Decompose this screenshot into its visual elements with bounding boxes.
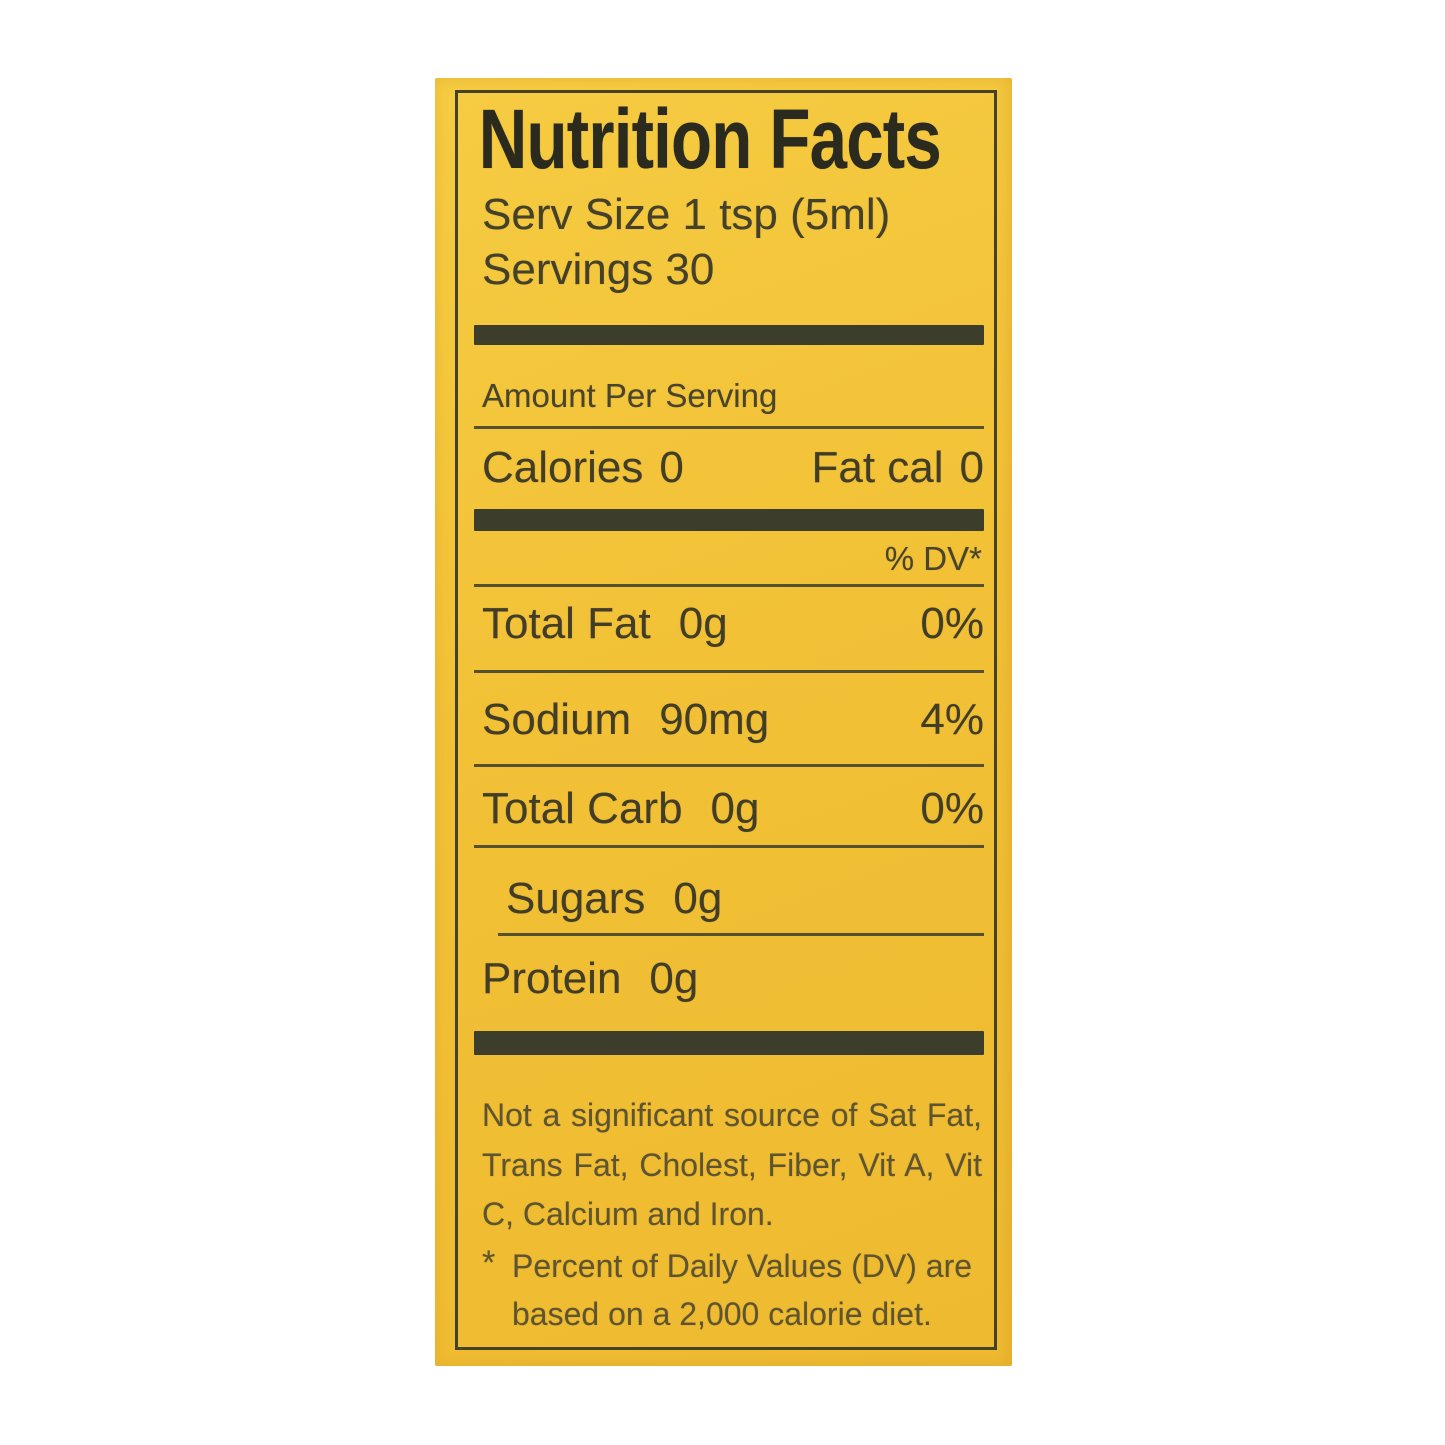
calories-label: Calories	[482, 443, 644, 493]
nutrient-daily-value: 0%	[920, 599, 984, 649]
divider-line	[474, 763, 984, 767]
nutrient-name: Total Carb	[482, 783, 683, 833]
divider-line-indented	[498, 933, 984, 937]
fat-calories-value: 0	[959, 443, 984, 493]
nutrient-row-sodium: Sodium 90mg 4%	[474, 694, 984, 747]
nutrient-cell: Total Fat 0g	[482, 598, 728, 651]
calories-cell: Calories 0	[482, 442, 684, 495]
nutrient-cell: Total Carb 0g	[482, 783, 760, 836]
nutrient-amount: 0g	[678, 599, 728, 649]
nutrient-cell: Protein 0g	[482, 953, 698, 1006]
serving-size-line: Serv Size 1 tsp (5ml)	[482, 190, 891, 239]
nutrient-row-total-fat: Total Fat 0g 0%	[474, 598, 984, 651]
nutrition-facts-label: Nutrition Facts Serv Size 1 tsp (5ml) Se…	[435, 78, 1012, 1366]
divider-line	[474, 426, 984, 430]
servings-line: Servings 30	[482, 245, 715, 294]
calories-row: Calories 0 Fat cal 0	[474, 442, 984, 495]
divider-line	[474, 584, 984, 588]
fat-calories-cell: Fat cal 0	[811, 442, 984, 495]
divider-line	[474, 844, 984, 848]
nutrient-amount: 90mg	[659, 695, 770, 745]
amount-per-serving-header: Amount Per Serving	[482, 377, 778, 414]
divider-line	[474, 670, 984, 674]
daily-value-header: % DV*	[884, 540, 982, 578]
nutrition-facts-title: Nutrition Facts	[478, 92, 942, 186]
thick-divider-bar	[474, 509, 984, 532]
thick-divider-bar	[474, 325, 984, 345]
nutrient-daily-value: 4%	[920, 695, 984, 745]
footnote-daily-values-text: Percent of Daily Values (DV) are based o…	[512, 1248, 973, 1333]
footnote-daily-values: * Percent of Daily Values (DV) are based …	[474, 1242, 984, 1338]
nutrient-name: Sugars	[506, 873, 646, 923]
nutrient-amount: 0g	[649, 954, 699, 1004]
nutrient-name: Protein	[482, 954, 622, 1004]
nutrition-facts-border-box: Nutrition Facts Serv Size 1 tsp (5ml) Se…	[455, 90, 997, 1350]
nutrient-daily-value: 0%	[920, 783, 984, 833]
nutrient-amount: 0g	[673, 873, 723, 923]
nutrient-cell: Sugars 0g	[506, 873, 722, 926]
thick-divider-bar	[474, 1031, 984, 1056]
nutrient-name: Sodium	[482, 695, 632, 745]
calories-value: 0	[659, 443, 684, 493]
footnote-not-significant: Not a significant source of Sat Fat, Tra…	[482, 1097, 982, 1233]
fat-calories-label: Fat cal	[811, 443, 944, 493]
asterisk-marker: *	[482, 1244, 496, 1283]
nutrient-row-protein: Protein 0g	[474, 953, 984, 1006]
nutrient-row-total-carb: Total Carb 0g 0%	[474, 783, 984, 836]
nutrient-name: Total Fat	[482, 599, 651, 649]
nutrient-cell: Sodium 90mg	[482, 694, 769, 747]
nutrient-row-sugars: Sugars 0g	[474, 873, 984, 926]
nutrient-amount: 0g	[710, 783, 760, 833]
